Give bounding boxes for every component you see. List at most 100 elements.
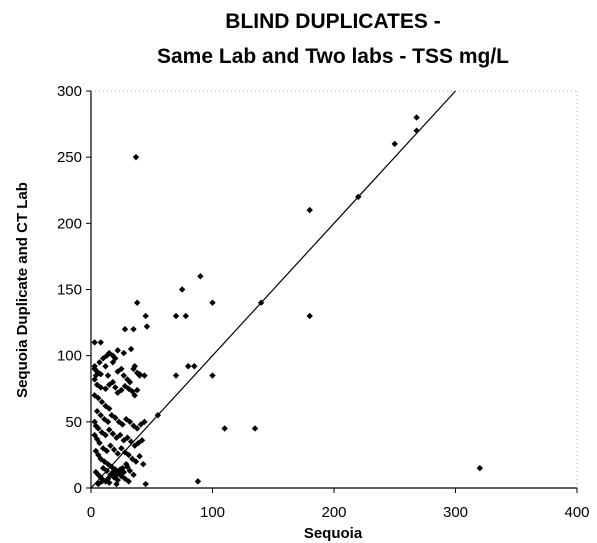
data-point — [121, 449, 129, 456]
data-point — [172, 372, 180, 379]
data-point — [113, 471, 120, 478]
x-tick-label: 300 — [443, 504, 468, 521]
data-point — [118, 365, 125, 373]
data-point — [91, 392, 98, 399]
data-point — [191, 363, 198, 370]
data-point — [131, 392, 138, 399]
data-point — [121, 475, 129, 482]
y-tick-label: 100 — [57, 348, 82, 365]
data-point — [91, 339, 98, 346]
data-point — [142, 480, 149, 488]
data-point — [110, 446, 118, 453]
data-point — [114, 450, 121, 457]
data-point — [95, 394, 102, 402]
data-point — [120, 372, 128, 379]
data-point — [118, 386, 125, 394]
data-point — [194, 478, 202, 485]
data-point — [257, 299, 265, 306]
data-point — [98, 398, 106, 406]
data-point — [251, 425, 259, 432]
data-point — [107, 442, 114, 449]
data-point — [92, 447, 100, 455]
data-point — [114, 347, 121, 354]
data-point — [103, 467, 110, 474]
x-tick-label: 100 — [200, 504, 225, 521]
data-point — [136, 372, 143, 379]
data-point — [129, 388, 136, 395]
data-point — [125, 451, 132, 459]
x-tick-label: 200 — [321, 504, 346, 521]
x-tick-label: 400 — [564, 504, 589, 521]
data-point — [91, 365, 98, 373]
data-point — [91, 376, 98, 383]
x-axis-label: Sequoia — [304, 525, 363, 542]
data-point — [97, 339, 104, 346]
chart-title-line-2: Same Lab and Two labs - TSS mg/L — [157, 45, 509, 68]
data-point — [93, 408, 101, 415]
data-point — [141, 418, 148, 426]
data-point — [91, 431, 98, 439]
data-point — [133, 425, 141, 432]
y-tick-label: 300 — [57, 83, 82, 100]
data-point — [93, 381, 101, 388]
data-point — [140, 460, 147, 468]
data-point — [119, 421, 126, 428]
data-point — [118, 445, 125, 452]
y-tick-label: 0 — [74, 480, 82, 497]
data-point — [141, 372, 148, 379]
data-point — [126, 467, 134, 474]
data-point — [97, 384, 104, 391]
data-point — [355, 193, 362, 201]
y-tick-label: 250 — [57, 149, 82, 166]
data-point — [413, 114, 420, 121]
data-point — [106, 426, 113, 433]
data-point — [124, 463, 131, 471]
data-point — [109, 378, 117, 386]
y-tick-label: 50 — [65, 414, 82, 431]
data-point — [127, 438, 135, 445]
data-point — [172, 312, 180, 320]
data-point — [185, 363, 192, 370]
reference-line — [90, 90, 456, 489]
data-point — [132, 153, 140, 161]
data-point — [130, 326, 137, 333]
data-point — [127, 345, 135, 353]
data-point — [178, 286, 186, 293]
data-points — [91, 114, 483, 488]
data-point — [109, 359, 117, 366]
data-point — [120, 349, 128, 357]
data-point — [137, 421, 145, 428]
data-point — [106, 479, 113, 486]
data-point — [101, 458, 108, 465]
data-point — [120, 468, 128, 476]
data-point — [103, 447, 110, 455]
data-point — [102, 385, 109, 392]
data-point — [126, 418, 134, 426]
data-point — [95, 425, 102, 432]
data-point — [106, 405, 113, 412]
data-point — [142, 312, 149, 320]
data-point — [126, 378, 134, 386]
data-point — [121, 382, 129, 390]
data-point — [97, 370, 104, 378]
data-point — [197, 273, 204, 280]
data-point — [108, 463, 115, 471]
data-point — [116, 431, 124, 439]
one-to-one-line — [90, 90, 456, 489]
data-point — [114, 476, 121, 484]
data-point — [129, 455, 136, 463]
y-axis-label: Sequoia Duplicate and CT Lab — [14, 182, 31, 398]
x-tick-label: 0 — [87, 504, 95, 521]
data-point — [104, 418, 112, 426]
data-point — [109, 430, 117, 437]
data-point — [125, 478, 132, 485]
data-point — [132, 458, 140, 465]
data-point — [121, 326, 129, 333]
y-tick-label: 200 — [57, 215, 82, 232]
data-point — [221, 425, 228, 432]
data-point — [154, 412, 162, 419]
data-point — [209, 372, 216, 379]
data-point — [102, 363, 109, 370]
data-point — [96, 359, 103, 366]
data-point — [98, 478, 106, 485]
